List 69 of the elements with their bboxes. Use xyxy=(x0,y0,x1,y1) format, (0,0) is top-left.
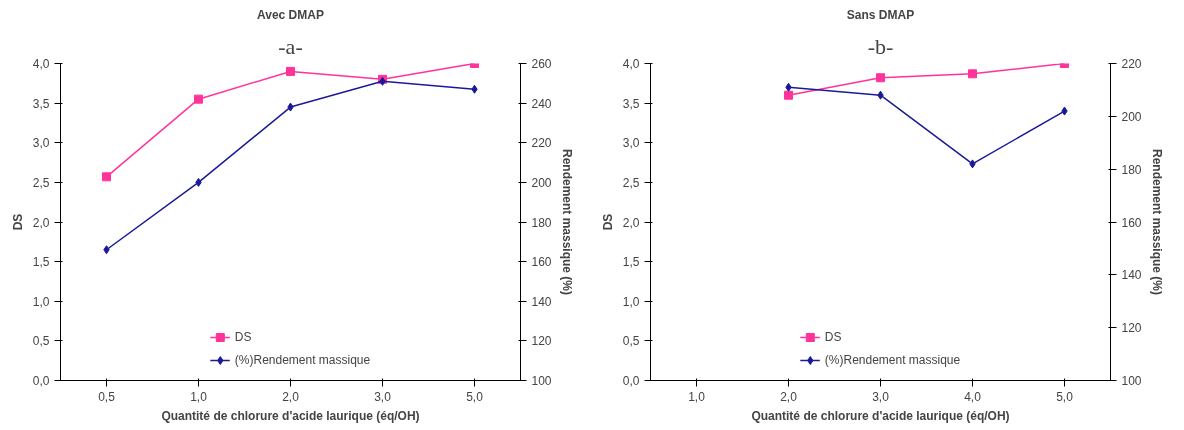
y2-tick-label: 160 xyxy=(1121,215,1142,230)
y-tick-label: 1,0 xyxy=(32,294,50,309)
y-tick-label: 2,0 xyxy=(32,215,50,230)
y2-tick-label: 240 xyxy=(531,96,552,111)
legend-label: (%)Rendement massique xyxy=(824,353,961,367)
y2-tick-label: 100 xyxy=(1121,374,1142,388)
x-tick-label: 3,0 xyxy=(374,389,392,404)
y2-tick-label: 220 xyxy=(1121,57,1142,71)
y-tick-label: 0,0 xyxy=(622,374,640,388)
y2-tick-label: 140 xyxy=(531,294,552,309)
point xyxy=(102,172,111,182)
y-tick-label: 4,0 xyxy=(622,57,640,71)
point xyxy=(103,245,110,255)
y2-tick-label: 180 xyxy=(531,215,552,230)
point xyxy=(877,90,884,100)
point xyxy=(471,84,478,94)
y-tick-label: 3,0 xyxy=(32,136,50,151)
y-tick-label: 1,0 xyxy=(622,294,640,309)
y-tick-label: 2,5 xyxy=(32,175,50,190)
point xyxy=(1061,106,1068,116)
x-tick-label: 4,0 xyxy=(964,389,982,404)
y2-tick-label: 160 xyxy=(531,255,552,270)
x-tick-label: 2,0 xyxy=(282,389,300,404)
y-tick-label: 0,5 xyxy=(622,334,640,349)
y2-tick-label: 140 xyxy=(1121,268,1142,283)
x-tick-label: 5,0 xyxy=(1056,389,1074,404)
y-axis-title: DS xyxy=(10,213,25,231)
x-tick-label: 1,0 xyxy=(688,389,706,404)
y-tick-label: 3,5 xyxy=(32,96,50,111)
legend-label: (%)Rendement massique xyxy=(234,353,371,367)
y2-tick-label: 180 xyxy=(1121,162,1142,177)
y2-axis-title: Rendement massique (%) xyxy=(559,148,574,296)
point xyxy=(969,159,976,169)
point xyxy=(287,102,294,112)
point xyxy=(785,82,792,92)
y-tick-label: 0,0 xyxy=(32,374,50,388)
legend-label: DS xyxy=(824,330,843,344)
point xyxy=(286,66,295,76)
x-tick-label: 5,0 xyxy=(466,389,484,404)
chart-title: Sans DMAP xyxy=(846,7,915,22)
text: -a- xyxy=(278,33,303,59)
y-tick-label: 2,0 xyxy=(622,215,640,230)
y2-tick-label: 220 xyxy=(531,136,552,151)
text: -b- xyxy=(867,33,894,59)
y-tick-label: 0,5 xyxy=(32,334,50,349)
y-tick-label: 3,0 xyxy=(622,136,640,151)
y2-tick-label: 200 xyxy=(531,175,552,190)
x-axis-title: Quantité de chlorure d'acide laurique (éq/OH) xyxy=(161,408,420,423)
y2-axis-title: Rendement massique (%) xyxy=(1149,148,1164,296)
y-tick-label: 2,5 xyxy=(622,175,640,190)
x-axis-title: Quantité de chlorure d'acide laurique (éq/OH) xyxy=(751,408,1010,423)
x-tick-label: 2,0 xyxy=(780,389,798,404)
x-tick-label: 1,0 xyxy=(190,389,208,404)
y2-tick-label: 120 xyxy=(1121,321,1142,336)
y2-tick-label: 100 xyxy=(531,374,552,388)
legend-label: DS xyxy=(234,330,253,344)
y-tick-label: 4,0 xyxy=(32,57,50,71)
y-tick-label: 1,5 xyxy=(622,255,640,270)
point xyxy=(194,94,203,104)
x-tick-label: 0,5 xyxy=(98,389,116,404)
y2-tick-label: 120 xyxy=(531,334,552,349)
x-tick-label: 3,0 xyxy=(872,389,890,404)
y-tick-label: 1,5 xyxy=(32,255,50,270)
y2-tick-label: 260 xyxy=(531,57,552,71)
chart-title: Avec DMAP xyxy=(257,7,324,22)
y-tick-label: 3,5 xyxy=(622,96,640,111)
y-axis-title: DS xyxy=(600,213,615,231)
y2-tick-label: 200 xyxy=(1121,109,1142,124)
point xyxy=(195,177,202,187)
